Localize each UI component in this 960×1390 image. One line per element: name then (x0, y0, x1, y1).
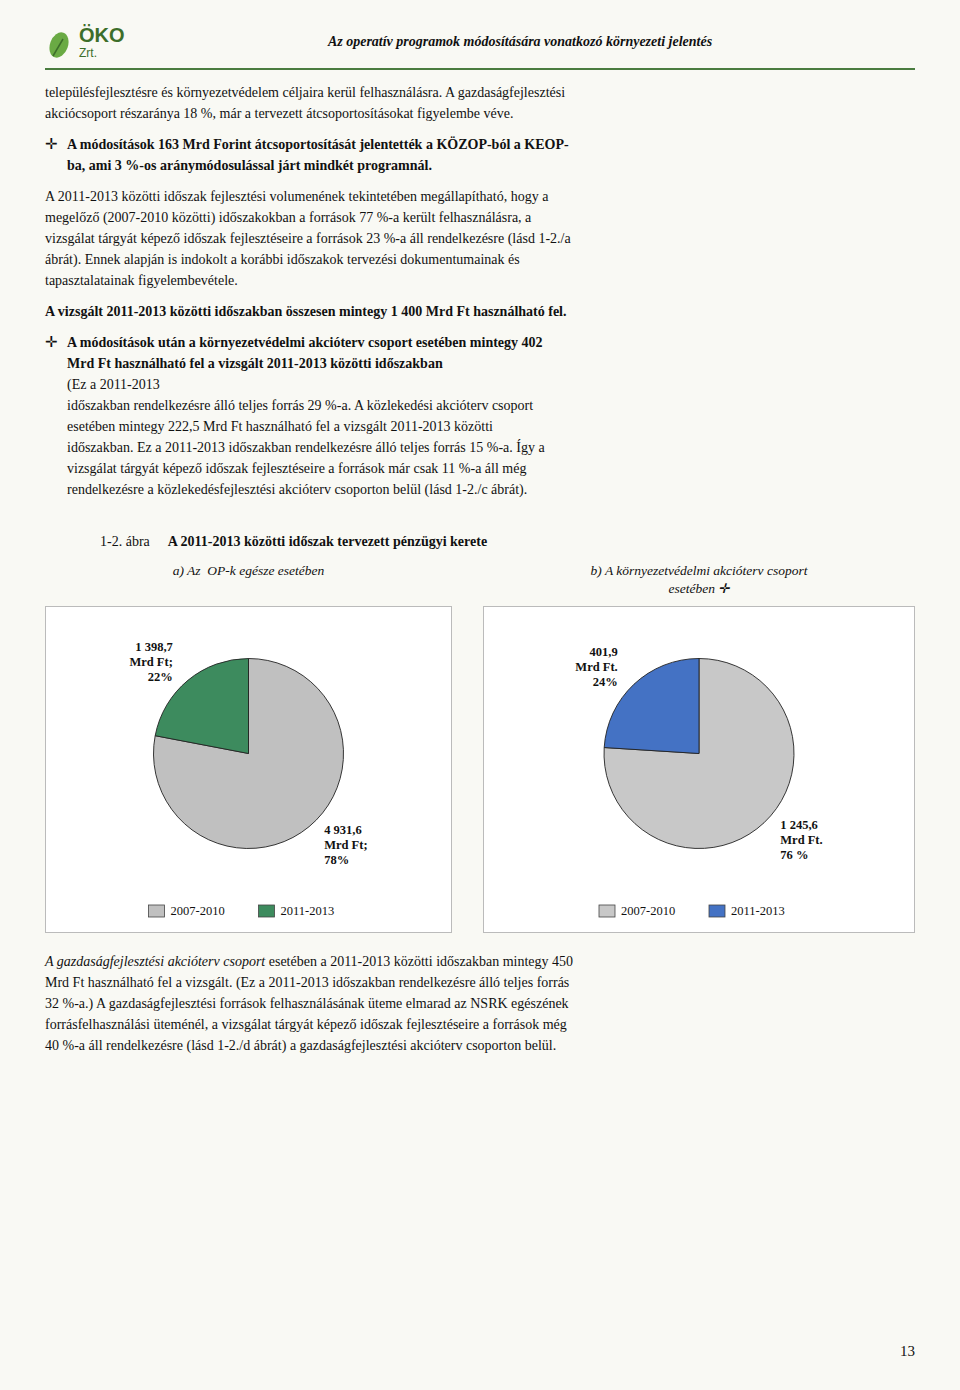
pie-slice (604, 659, 699, 754)
data-label-line: 4 931,6 (324, 823, 362, 837)
page: ÖKOZrt. Az operatív programok módosításár… (0, 0, 960, 1056)
paragraph: (Ez a 2011-2013 időszakban rendelkezésre… (67, 374, 545, 500)
figure-title: 1-2. ábra A 2011-2013 közötti időszak ter… (100, 534, 915, 550)
body-item: ✛A módosítások 163 Mrd Forint átcsoporto… (45, 134, 915, 186)
pie-slice (154, 659, 344, 849)
body-item: A vizsgált 2011-2013 közötti időszakban … (45, 301, 915, 332)
logo-sub: Zrt. (79, 46, 125, 60)
data-label: 1 245,6Mrd Ft.76 % (780, 818, 822, 862)
chart: a) Az OP-k egésze esetében4 931,6Mrd Ft;… (45, 562, 452, 933)
paragraph: településfejlesztésre és környezetvédele… (45, 82, 565, 124)
data-label: 4 931,6Mrd Ft;78% (324, 823, 367, 867)
data-label: 1 398,7Mrd Ft;22% (129, 640, 172, 684)
legend-entry: 2011-2013 (731, 904, 785, 918)
logo-text: ÖKOZrt. (79, 24, 125, 60)
data-label-line: 1 398,7 (135, 640, 173, 654)
legend: 2007-2010 2011-2013 (149, 904, 335, 918)
page-number: 13 (900, 1343, 915, 1360)
paragraph: A 2011-2013 közötti időszak fejlesztési … (45, 186, 571, 291)
body-item: településfejlesztésre és környezetvédele… (45, 82, 915, 134)
logo-leaf (45, 25, 75, 59)
legend: 2007-2010 2011-2013 (599, 904, 785, 918)
bullet: ✛ (45, 134, 67, 186)
header: ÖKOZrt. Az operatív programok módosításár… (45, 24, 915, 70)
pie-chart: 4 931,6Mrd Ft;78%1 398,7Mrd Ft;22%2007-2… (45, 606, 452, 933)
paragraph: A vizsgált 2011-2013 közötti időszakban … (45, 301, 567, 322)
data-label-line: 1 245,6 (780, 818, 818, 832)
data-label-line: 401,9 (590, 645, 618, 659)
chart-title: b) A környezetvédelmi akcióterv csoport … (483, 562, 915, 602)
chart-title: a) Az OP-k egésze esetében (45, 562, 452, 602)
leaf-shape (46, 30, 72, 59)
body-column: A módosítások után a környezetvédelmi ak… (67, 332, 545, 510)
body-column: településfejlesztésre és környezetvédele… (45, 82, 565, 134)
legend-entry: 2007-2010 (621, 904, 675, 918)
chart: b) A környezetvédelmi akcióterv csoport … (483, 562, 915, 933)
data-label: 401,9Mrd Ft.24% (575, 645, 617, 689)
slices (604, 659, 794, 849)
body-column: A módosítások 163 Mrd Forint átcsoportos… (67, 134, 569, 186)
pie-chart: 1 245,6Mrd Ft.76 %401,9Mrd Ft.24%2007-20… (483, 606, 915, 933)
legend-swatch (709, 905, 725, 917)
charts: a) Az OP-k egésze esetében4 931,6Mrd Ft;… (45, 562, 915, 933)
data-label-line: 24% (593, 675, 618, 689)
figure-title-text: A 2011-2013 közötti időszak tervezett pé… (168, 534, 487, 549)
paragraph: A módosítások után a környezetvédelmi ak… (67, 332, 545, 374)
closing-span: A gazdaságfejlesztési akcióterv csoport (45, 954, 265, 969)
slices (154, 659, 344, 849)
figure-label: 1-2. ábra (100, 534, 150, 549)
pie-slice (604, 659, 794, 849)
legend-swatch (599, 905, 615, 917)
closing-paragraph: A gazdaságfejlesztési akcióterv csoport … (45, 951, 915, 1056)
legend-entry: 2007-2010 (171, 904, 225, 918)
leaf-stem (53, 39, 63, 56)
data-labels: 4 931,6Mrd Ft;78%1 398,7Mrd Ft;22% (129, 640, 367, 867)
data-label-line: 76 % (780, 848, 808, 862)
body-item: A 2011-2013 közötti időszak fejlesztési … (45, 186, 915, 301)
data-label-line: Mrd Ft. (780, 833, 822, 847)
legend-swatch (259, 905, 275, 917)
data-label-line: Mrd Ft; (324, 838, 367, 852)
legend-swatch (149, 905, 165, 917)
legend-entry: 2011-2013 (281, 904, 335, 918)
data-label-line: 78% (324, 853, 349, 867)
bullet: ✛ (45, 332, 67, 510)
body-column: A vizsgált 2011-2013 közötti időszakban … (45, 301, 567, 332)
data-label-line: Mrd Ft. (575, 660, 617, 674)
header-title: Az operatív programok módosítására vonat… (205, 34, 835, 50)
data-label-line: 22% (148, 670, 173, 684)
body-column: A 2011-2013 közötti időszak fejlesztési … (45, 186, 571, 301)
logo-main: ÖKO (79, 24, 125, 46)
data-label-line: Mrd Ft; (129, 655, 172, 669)
body-item: ✛A módosítások után a környezetvédelmi a… (45, 332, 915, 510)
data-labels: 1 245,6Mrd Ft.76 %401,9Mrd Ft.24% (575, 645, 822, 862)
paragraph: A módosítások 163 Mrd Forint átcsoportos… (67, 134, 569, 176)
logo: ÖKOZrt. (45, 24, 205, 60)
